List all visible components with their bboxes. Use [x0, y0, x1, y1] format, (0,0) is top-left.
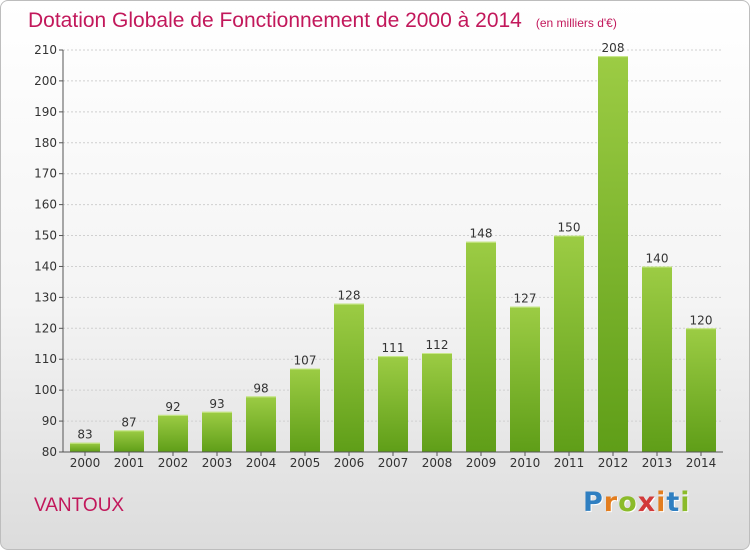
- y-tick-label: 160: [34, 198, 57, 212]
- bar-2009: [466, 241, 496, 452]
- x-tick-label-2008: 2008: [422, 456, 453, 470]
- x-tick-label-2002: 2002: [158, 456, 189, 470]
- data-label-2008: 112: [426, 338, 449, 352]
- x-tick-label-2004: 2004: [246, 456, 277, 470]
- data-label-2009: 148: [470, 227, 493, 241]
- y-tick-label: 80: [42, 445, 57, 459]
- x-tick-label-2012: 2012: [598, 456, 629, 470]
- y-tick-label: 190: [34, 105, 57, 119]
- x-tick-label-2011: 2011: [554, 456, 585, 470]
- logo-letter: r: [603, 487, 619, 518]
- commune-name: VANTOUX: [34, 495, 125, 516]
- x-tick-label-2013: 2013: [642, 456, 673, 470]
- x-tick-label-2010: 2010: [510, 456, 541, 470]
- bar-2003: [202, 411, 232, 452]
- x-tick-label-2014: 2014: [686, 456, 717, 470]
- bar-2007: [378, 356, 408, 452]
- y-tick-label: 100: [34, 383, 57, 397]
- data-label-2004: 98: [253, 381, 268, 395]
- data-label-2000: 83: [77, 428, 92, 442]
- y-tick-label: 120: [34, 321, 57, 335]
- bar-2004: [246, 396, 276, 452]
- axes: [59, 49, 723, 456]
- x-tick-label-2005: 2005: [290, 456, 321, 470]
- bar-2010: [510, 306, 540, 452]
- y-tick-label: 110: [34, 352, 57, 366]
- data-label-2010: 127: [514, 292, 537, 306]
- bar-2005: [290, 368, 320, 452]
- labels: 8090100110120130140150160170180190200210…: [34, 41, 716, 470]
- bar-2001: [114, 430, 144, 452]
- logo-letter: x: [637, 487, 657, 518]
- chart-title: Dotation Globale de Fonctionnement de 20…: [28, 9, 617, 33]
- y-tick-label: 170: [34, 167, 57, 181]
- bar-2012: [598, 56, 628, 452]
- bar-2002: [158, 414, 188, 452]
- data-label-2001: 87: [121, 415, 136, 429]
- bar-2008: [422, 353, 452, 452]
- chart-title-text: Dotation Globale de Fonctionnement de 20…: [28, 9, 522, 32]
- chart-subtitle: (en milliers d'€): [535, 16, 617, 30]
- data-label-2002: 92: [165, 400, 180, 414]
- logo-letter: i: [680, 487, 691, 518]
- x-tick-label-2003: 2003: [202, 456, 233, 470]
- bar-2000: [70, 442, 100, 452]
- bar-2011: [554, 235, 584, 452]
- logo-letter: P: [583, 487, 604, 518]
- y-tick-label: 150: [34, 229, 57, 243]
- y-tick-label: 180: [34, 136, 57, 150]
- y-tick-label: 130: [34, 290, 57, 304]
- x-tick-label-2006: 2006: [334, 456, 365, 470]
- x-tick-label-2000: 2000: [70, 456, 101, 470]
- logo-letter: i: [656, 487, 667, 518]
- y-tick-label: 90: [42, 414, 57, 428]
- data-label-2007: 111: [382, 341, 405, 355]
- data-label-2003: 93: [209, 397, 224, 411]
- data-label-2014: 120: [690, 313, 713, 327]
- data-label-2011: 150: [558, 221, 581, 235]
- y-tick-label: 210: [34, 43, 57, 57]
- bars: [70, 56, 716, 452]
- bar-2014: [686, 328, 716, 452]
- data-label-2005: 107: [294, 354, 317, 368]
- data-label-2006: 128: [338, 289, 361, 303]
- data-label-2013: 140: [646, 251, 669, 265]
- data-label-2012: 208: [602, 41, 625, 55]
- x-tick-label-2007: 2007: [378, 456, 409, 470]
- x-tick-label-2001: 2001: [114, 456, 145, 470]
- x-tick-label-2009: 2009: [466, 456, 497, 470]
- bar-2006: [334, 303, 364, 452]
- y-tick-label: 140: [34, 259, 57, 273]
- logo-letter: o: [618, 487, 638, 518]
- bar-2013: [642, 266, 672, 452]
- y-tick-label: 200: [34, 74, 57, 88]
- logo-letter: t: [666, 487, 681, 518]
- proxiti-logo: Proxiti: [583, 487, 691, 518]
